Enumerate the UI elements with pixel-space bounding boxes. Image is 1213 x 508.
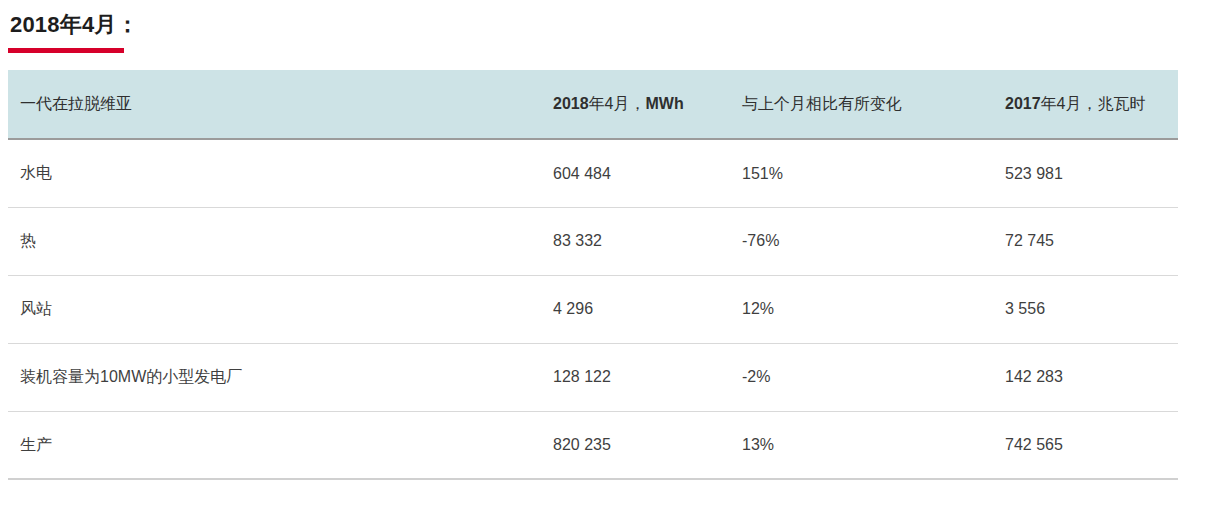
header-row: 一代在拉脱维亚 2018年4月，MWh 与上个月相比有所变化 2017年4月，兆… <box>8 70 1178 139</box>
row-label: 生产 <box>8 411 553 479</box>
change-value: 13% <box>742 411 1005 479</box>
header-cell-2018: 2018年4月，MWh <box>553 70 742 139</box>
table-row-wind: 风站 4 296 12% 3 556 <box>8 275 1178 343</box>
table-row-hydro: 水电 604 484 151% 523 981 <box>8 139 1178 207</box>
value-2018: 128 122 <box>553 343 742 411</box>
header-2018-month: 年4月， <box>589 95 646 112</box>
title-underline-accent <box>8 48 124 53</box>
row-label: 风站 <box>8 275 553 343</box>
value-2017: 72 745 <box>1005 207 1178 275</box>
header-change-label: 与上个月相比有所变化 <box>742 95 902 112</box>
header-2017-year: 2017 <box>1005 95 1041 112</box>
value-2018: 83 332 <box>553 207 742 275</box>
row-label: 热 <box>8 207 553 275</box>
page-content: 2018年4月： 一代在拉脱维亚 2018年4月，MWh 与上个月相比有所变化 … <box>0 0 1213 480</box>
change-value: -2% <box>742 343 1005 411</box>
header-cell-2017: 2017年4月，兆瓦时 <box>1005 70 1178 139</box>
header-generation-label: 一代在拉脱维亚 <box>20 95 132 112</box>
table-header: 一代在拉脱维亚 2018年4月，MWh 与上个月相比有所变化 2017年4月，兆… <box>8 70 1178 139</box>
table-row-thermal: 热 83 332 -76% 72 745 <box>8 207 1178 275</box>
table-row-small-plants: 装机容量为10MW的小型发电厂 128 122 -2% 142 283 <box>8 343 1178 411</box>
value-2017: 523 981 <box>1005 139 1178 207</box>
header-cell-change: 与上个月相比有所变化 <box>742 70 1005 139</box>
value-2017: 142 283 <box>1005 343 1178 411</box>
page-title: 2018年4月： <box>10 12 1213 38</box>
generation-table: 一代在拉脱维亚 2018年4月，MWh 与上个月相比有所变化 2017年4月，兆… <box>8 70 1178 480</box>
value-2018: 604 484 <box>553 139 742 207</box>
header-2018-year: 2018 <box>553 95 589 112</box>
table-row-production: 生产 820 235 13% 742 565 <box>8 411 1178 479</box>
row-label: 装机容量为10MW的小型发电厂 <box>8 343 553 411</box>
header-2018-unit: MWh <box>646 95 684 112</box>
value-2018: 4 296 <box>553 275 742 343</box>
header-2017-month-unit: 年4月，兆瓦时 <box>1041 95 1146 112</box>
change-value: 12% <box>742 275 1005 343</box>
value-2017: 742 565 <box>1005 411 1178 479</box>
row-label: 水电 <box>8 139 553 207</box>
value-2018: 820 235 <box>553 411 742 479</box>
change-value: 151% <box>742 139 1005 207</box>
value-2017: 3 556 <box>1005 275 1178 343</box>
change-value: -76% <box>742 207 1005 275</box>
table-body: 水电 604 484 151% 523 981 热 83 332 -76% 72… <box>8 139 1178 479</box>
header-cell-generation: 一代在拉脱维亚 <box>8 70 553 139</box>
